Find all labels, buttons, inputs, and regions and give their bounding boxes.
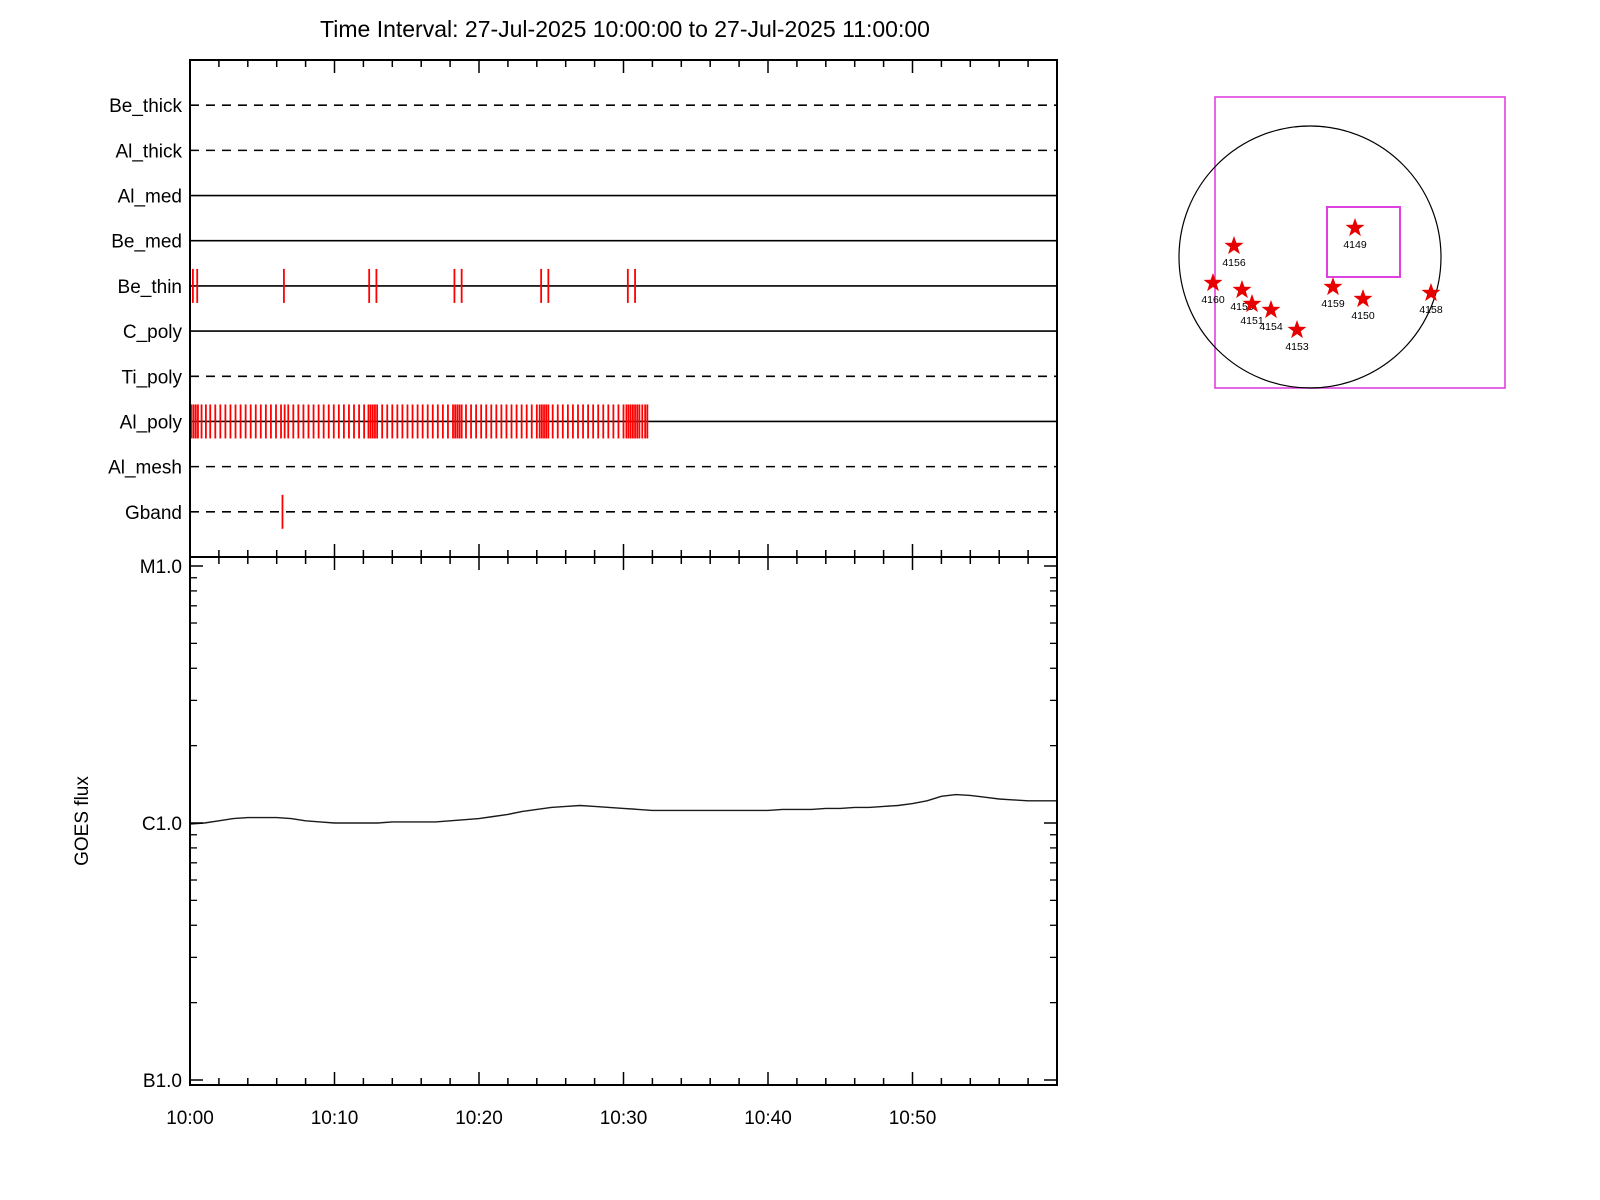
filter-row-label-Be_thin: Be_thin bbox=[118, 277, 182, 298]
active-region-label-4156: 4156 bbox=[1222, 257, 1246, 269]
figure-title: Time Interval: 27-Jul-2025 10:00:00 to 2… bbox=[320, 16, 930, 42]
filter-row-label-Be_thick: Be_thick bbox=[109, 96, 182, 117]
map-target-box bbox=[1326, 206, 1401, 278]
filter-row-label-Al_thick: Al_thick bbox=[115, 141, 182, 162]
x-axis-label-10:40: 10:40 bbox=[744, 1108, 792, 1129]
filter-row-label-Ti_poly: Ti_poly bbox=[121, 367, 182, 388]
x-axis-label-10:10: 10:10 bbox=[311, 1108, 359, 1129]
active-region-star-4151 bbox=[1242, 294, 1262, 313]
filter-row-label-C_poly: C_poly bbox=[123, 322, 183, 343]
active-region-label-4160: 4160 bbox=[1201, 294, 1225, 306]
filter-row-label-Al_med: Al_med bbox=[118, 187, 182, 208]
active-region-star-4154 bbox=[1261, 300, 1281, 319]
filter-row-label-Al_mesh: Al_mesh bbox=[108, 458, 182, 479]
x-axis-label-10:50: 10:50 bbox=[889, 1108, 937, 1129]
filter-row-label-Be_med: Be_med bbox=[111, 232, 182, 253]
x-axis-label-10:00: 10:00 bbox=[166, 1108, 214, 1129]
x-axis-label-10:30: 10:30 bbox=[600, 1108, 648, 1129]
active-region-star-4158 bbox=[1421, 283, 1441, 302]
active-region-star-4160 bbox=[1203, 273, 1223, 292]
active-region-star-4159 bbox=[1323, 277, 1343, 296]
active-region-label-4151: 4151 bbox=[1240, 315, 1264, 327]
active-region-star-4156 bbox=[1224, 236, 1244, 255]
goes-y-tick-label-C1.0: C1.0 bbox=[142, 814, 182, 835]
active-region-label-4159: 4159 bbox=[1321, 298, 1345, 310]
filter-row-label-Al_poly: Al_poly bbox=[120, 412, 183, 433]
active-region-star-4155 bbox=[1232, 280, 1252, 299]
active-region-label-4158: 4158 bbox=[1419, 304, 1443, 316]
goes-panel-border bbox=[189, 556, 1058, 1086]
active-region-label-4149: 4149 bbox=[1343, 239, 1367, 251]
solar-limb-circle bbox=[1178, 125, 1442, 389]
goes-y-tick-label-B1.0: B1.0 bbox=[143, 1071, 182, 1092]
goes-y-tick-label-M1.0: M1.0 bbox=[140, 557, 182, 578]
active-region-star-4149 bbox=[1345, 218, 1365, 237]
goes-ylabel: GOES flux bbox=[72, 776, 93, 866]
x-axis-label-10:20: 10:20 bbox=[455, 1108, 503, 1129]
map-fov-box bbox=[1214, 96, 1506, 389]
timeline-panel-border bbox=[189, 59, 1058, 558]
active-region-star-4150 bbox=[1353, 289, 1373, 308]
filter-row-label-Gband: Gband bbox=[125, 503, 182, 524]
goes-flux-curve bbox=[189, 793, 1057, 825]
active-region-label-4153: 4153 bbox=[1285, 341, 1309, 353]
active-region-label-4154: 4154 bbox=[1259, 321, 1283, 333]
active-region-star-4153 bbox=[1287, 320, 1307, 339]
active-region-label-4150: 4150 bbox=[1351, 310, 1375, 322]
